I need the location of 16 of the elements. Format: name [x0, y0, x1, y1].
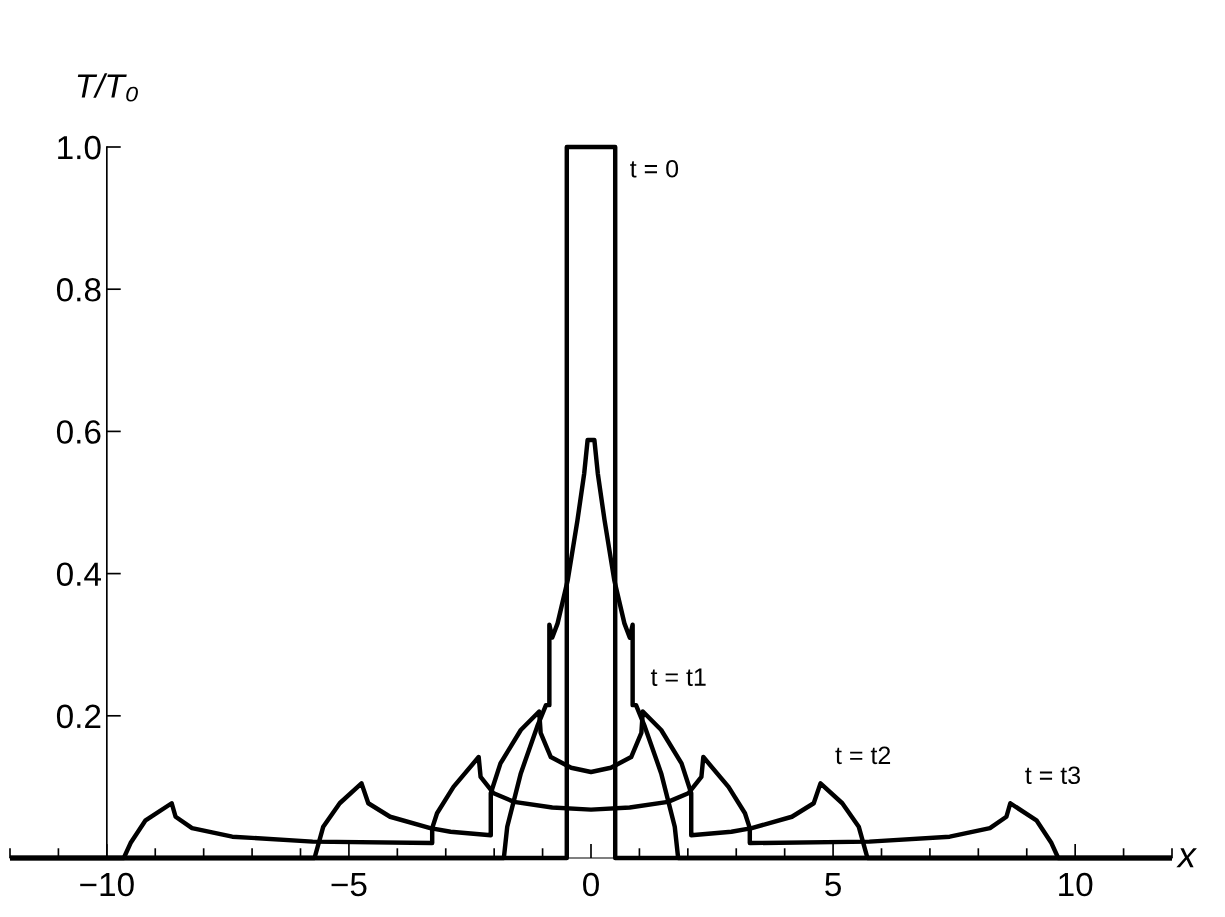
y-tick-label: 1.0	[58, 135, 101, 160]
y-tick-label: 0.6	[56, 420, 101, 444]
x-tick-label: −5	[331, 873, 367, 897]
series-label: t = t1	[650, 668, 706, 686]
x-tick-label: 10	[1059, 872, 1093, 897]
y-tick-label: 0.4	[56, 562, 101, 587]
y-tick-label: 0.8	[56, 278, 101, 302]
x-tick-label: −10	[80, 872, 134, 897]
x-tick-label: 0	[583, 872, 599, 897]
y-tick-label: 0.2	[56, 704, 101, 729]
x-axis-title: x	[1176, 848, 1197, 868]
series-label: t = 0	[630, 159, 679, 178]
y-axis-title: T/T₀	[77, 73, 138, 102]
series-label: t = t3	[1025, 766, 1080, 785]
x-tick-label: 5	[825, 873, 841, 897]
series-label: t = t2	[835, 746, 891, 765]
